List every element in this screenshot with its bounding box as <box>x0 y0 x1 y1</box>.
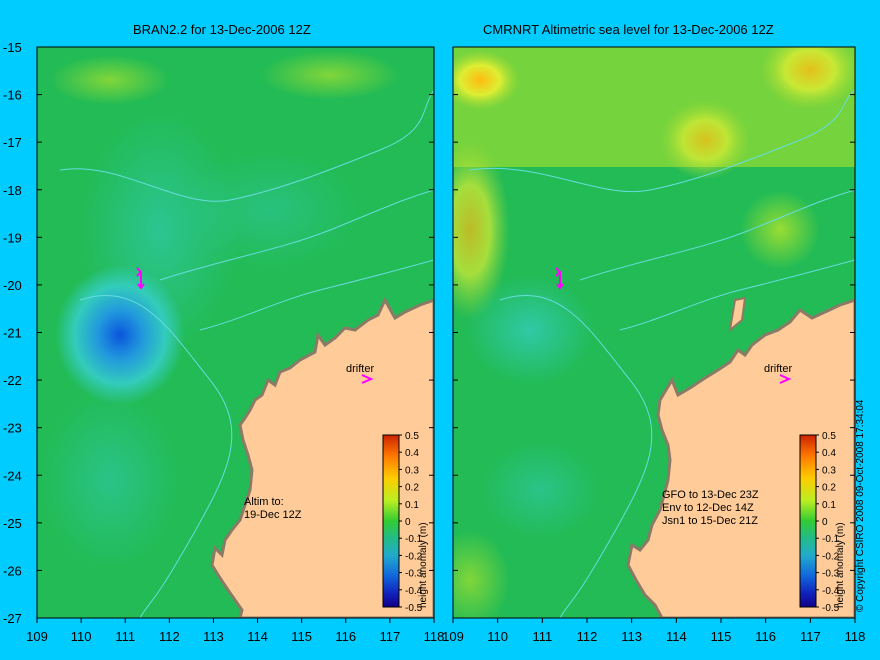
right-panel-title: CMRNRT Altimetric sea level for 13-Dec-2… <box>483 22 774 37</box>
left-map <box>37 47 434 618</box>
right-drifter-marker <box>779 374 792 384</box>
y-tick-label: -23 <box>3 421 22 436</box>
y-tick-label: -17 <box>3 135 22 150</box>
colorbar-tick-label: -0.4 <box>822 586 840 597</box>
x-tick-label: 111 <box>115 629 135 644</box>
x-tick-label: 117 <box>800 629 821 644</box>
left-colorbar-label: height anomaly (m) <box>418 522 429 608</box>
colorbar-tick-label: 0.3 <box>822 465 836 476</box>
right-drifter-label: drifter <box>764 363 793 375</box>
x-tick-label: 115 <box>291 629 312 644</box>
y-tick-label: -20 <box>3 278 22 293</box>
x-tick-label: 113 <box>621 629 642 644</box>
colorbar-tick-label: -0.1 <box>405 534 423 545</box>
left-panel-title: BRAN2.2 for 13-Dec-2006 12Z <box>133 22 311 37</box>
right-land <box>626 298 855 618</box>
copyright-text: © Copyright CSIRO 2008 09-Oct-2008 17:34… <box>855 399 866 613</box>
colorbar-tick-label: -0.4 <box>405 586 423 597</box>
right-colorbar-ticks: 0.5 0.4 0.3 0.2 0.1 0 -0.1 -0.2 -0.3 -0.4 -0.5 <box>816 431 840 614</box>
left-colorbar <box>382 434 400 608</box>
left-drifter-track <box>136 267 145 290</box>
colorbar-tick-label: -0.2 <box>405 551 423 562</box>
colorbar-tick-label: -0.5 <box>822 603 840 614</box>
y-tick-label: -19 <box>3 230 22 245</box>
colorbar-tick-label: 0.3 <box>405 465 419 476</box>
x-tick-label: 116 <box>335 629 356 644</box>
right-x-axis: 109 110 111 112 113 114 115 116 117 118 <box>442 618 865 644</box>
y-tick-label: -25 <box>3 516 22 531</box>
x-tick-label: 113 <box>203 629 224 644</box>
x-tick-label: 110 <box>487 629 508 644</box>
y-tick-label: -26 <box>3 563 22 578</box>
colorbar-tick-label: -0.5 <box>405 603 423 614</box>
colorbar-tick-label: 0.1 <box>405 500 419 511</box>
y-tick-label: -15 <box>3 40 22 55</box>
left-altim-note: Altim to: 19-Dec 12Z <box>244 496 302 521</box>
colorbar-tick-label: 0.2 <box>822 483 836 494</box>
right-colorbar <box>799 434 817 608</box>
y-tick-label: -22 <box>3 373 22 388</box>
colorbar-tick-label: 0.5 <box>822 431 836 442</box>
x-tick-label: 109 <box>26 629 48 644</box>
x-tick-label: 110 <box>71 629 92 644</box>
x-tick-label: 118 <box>845 629 866 644</box>
colorbar-tick-label: 0 <box>405 517 411 528</box>
x-tick-label: 112 <box>159 629 180 644</box>
y-tick-label: -16 <box>3 88 22 103</box>
y-tick-label: -27 <box>3 611 22 626</box>
colorbar-tick-label: 0.2 <box>405 483 419 494</box>
left-drifter-marker <box>361 374 374 384</box>
x-tick-label: 111 <box>532 629 552 644</box>
x-tick-label: 114 <box>666 629 687 644</box>
x-tick-label: 116 <box>755 629 776 644</box>
right-altim-note: GFO to 13-Dec 23Z Env to 12-Dec 14Z Jsn1… <box>662 489 759 527</box>
right-colorbar-label: height anomaly (m) <box>835 522 846 608</box>
left-land <box>210 296 434 618</box>
x-tick-label: 115 <box>711 629 732 644</box>
colorbar-tick-label: 0.4 <box>822 448 836 459</box>
y-tick-label: -18 <box>3 183 22 198</box>
x-tick-label: 114 <box>247 629 268 644</box>
left-drifter-label: drifter <box>346 363 375 375</box>
left-low-anomaly <box>55 265 185 405</box>
colorbar-tick-label: -0.3 <box>822 569 840 580</box>
left-x-axis: 109 110 111 112 113 114 115 116 117 118 <box>26 618 444 644</box>
right-map <box>453 47 855 618</box>
x-tick-label: 118 <box>424 629 445 644</box>
y-tick-label: -21 <box>3 326 22 341</box>
colorbar-tick-label: -0.3 <box>405 569 423 580</box>
colorbar-tick-label: 0 <box>822 517 828 528</box>
x-tick-label: 112 <box>577 629 598 644</box>
colorbar-tick-label: -0.1 <box>822 534 840 545</box>
colorbar-tick-label: 0.1 <box>822 500 836 511</box>
left-colorbar-ticks: 0.5 0.4 0.3 0.2 0.1 0 -0.1 -0.2 -0.3 -0.4 -0.5 <box>399 431 423 614</box>
x-tick-label: 109 <box>442 629 464 644</box>
colorbar-tick-label: 0.4 <box>405 448 419 459</box>
right-drifter-track <box>555 267 564 290</box>
colorbar-tick-label: 0.5 <box>405 431 419 442</box>
right-low-anomaly <box>465 275 595 385</box>
y-tick-label: -24 <box>3 468 22 483</box>
colorbar-tick-label: -0.2 <box>822 551 840 562</box>
x-tick-label: 117 <box>380 629 401 644</box>
right-y-axis-ticks <box>453 46 855 619</box>
left-y-axis: -15 -16 -17 -18 -19 -20 -21 -22 -23 -24 -25 -26 -27 <box>3 40 434 626</box>
